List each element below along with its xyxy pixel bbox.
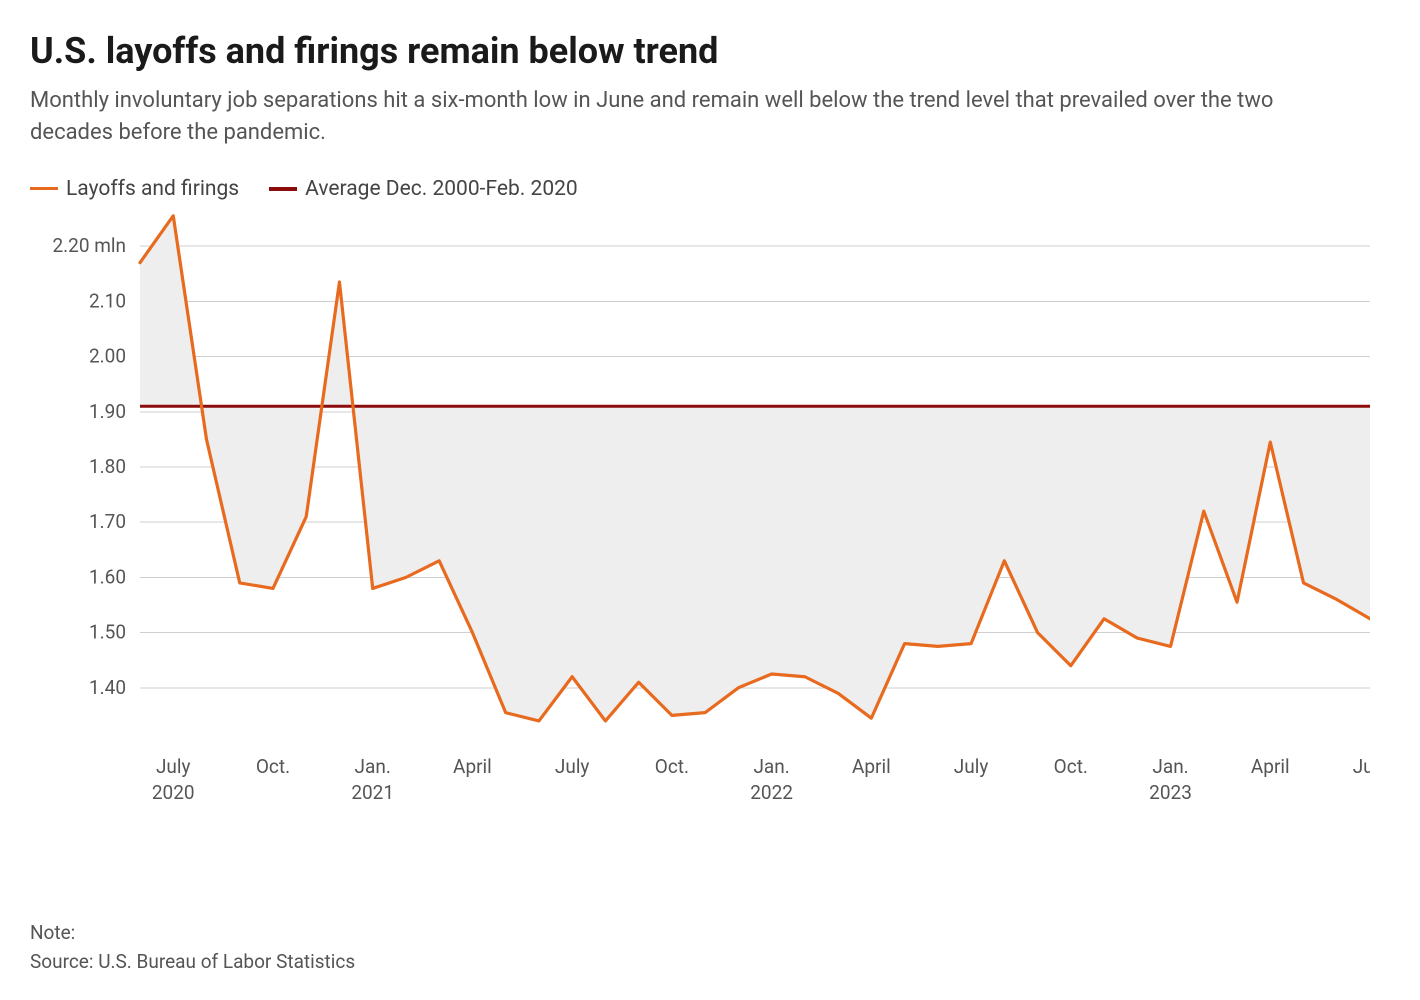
- x-tick-label: April: [852, 755, 891, 778]
- footer-note: Note:: [30, 919, 355, 948]
- x-tick-label: July: [954, 755, 989, 778]
- chart-plot-area: 1.40 1.50 1.60 1.70 1.80 1.90 2.00 2.10 2.20 mln…: [30, 213, 1370, 833]
- x-tick-label: April: [453, 755, 492, 778]
- x-tick-label: July: [1353, 755, 1370, 778]
- legend-item-baseline: Average Dec. 2000-Feb. 2020: [269, 177, 578, 201]
- chart-subtitle: Monthly involuntary job separations hit …: [30, 85, 1350, 149]
- y-tick-label: 2.00: [89, 345, 126, 368]
- x-tick-year: 2023: [1149, 781, 1192, 804]
- chart-footer: Note: Source: U.S. Bureau of Labor Stati…: [30, 919, 355, 976]
- legend-item-series: Layoffs and firings: [30, 177, 239, 201]
- footer-source: Source: U.S. Bureau of Labor Statistics: [30, 948, 355, 977]
- legend-swatch-baseline: [269, 187, 297, 191]
- y-tick-label: 1.50: [89, 621, 126, 644]
- x-tick-label: Jan.: [1152, 755, 1188, 778]
- legend-swatch-series: [30, 187, 58, 190]
- y-tick-label: 2.20 mln: [52, 234, 126, 257]
- x-tick-label: April: [1251, 755, 1290, 778]
- y-tick-label: 1.40: [89, 676, 126, 699]
- chart-svg: 1.40 1.50 1.60 1.70 1.80 1.90 2.00 2.10 2.20 mln…: [30, 213, 1370, 833]
- x-tick-label: Jan.: [355, 755, 391, 778]
- area-fill: [140, 216, 1370, 721]
- chart-title: U.S. layoffs and firings remain below tr…: [30, 30, 1370, 73]
- chart-container: U.S. layoffs and firings remain below tr…: [0, 0, 1420, 1000]
- y-tick-label: 2.10: [89, 289, 126, 312]
- x-tick-year: 2021: [351, 781, 394, 804]
- x-tick-label: July: [156, 755, 191, 778]
- y-tick-label: 1.70: [89, 510, 126, 533]
- x-tick-year: 2020: [152, 781, 195, 804]
- legend-label-series: Layoffs and firings: [66, 177, 239, 201]
- x-tick-year: 2022: [750, 781, 793, 804]
- legend-label-baseline: Average Dec. 2000-Feb. 2020: [305, 177, 578, 201]
- y-tick-label: 1.80: [89, 455, 126, 478]
- x-tick-label: Oct.: [256, 755, 290, 778]
- legend: Layoffs and firings Average Dec. 2000-Fe…: [30, 177, 1370, 201]
- x-tick-label: July: [555, 755, 590, 778]
- y-tick-label: 1.60: [89, 565, 126, 588]
- y-tick-label: 1.90: [89, 400, 126, 423]
- x-tick-label: Jan.: [753, 755, 789, 778]
- x-tick-label: Oct.: [655, 755, 689, 778]
- x-tick-label: Oct.: [1054, 755, 1088, 778]
